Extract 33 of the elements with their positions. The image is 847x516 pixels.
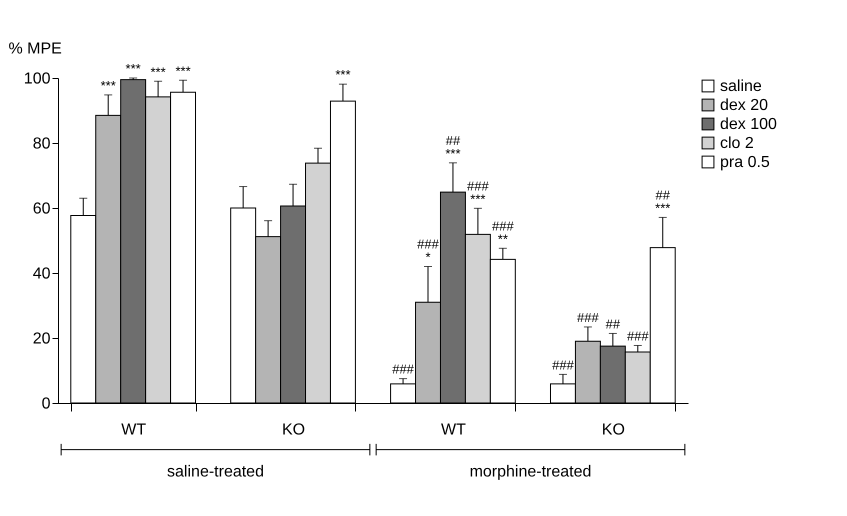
data-label: ## *** xyxy=(445,132,461,161)
y-tick-label: 60 xyxy=(32,200,51,218)
legend-label: saline xyxy=(720,78,762,95)
data-label: ### xyxy=(626,328,650,344)
x-tick-label: WT xyxy=(121,422,146,438)
data-label: *** xyxy=(100,78,116,93)
y-tick-label: 40 xyxy=(32,266,51,282)
text: saline-treated xyxy=(167,464,264,480)
data-label: ### * xyxy=(417,236,440,264)
y-axis-title: % MPE xyxy=(8,40,62,58)
y-tick-label: 100 xyxy=(24,70,51,88)
data-label: ### *** xyxy=(467,178,490,206)
data-label: ### xyxy=(577,310,600,325)
y-tick-label: 20 xyxy=(32,330,51,348)
data-label: *** xyxy=(335,67,351,82)
x-tick-label: KO xyxy=(282,422,306,438)
legend-label: dex 20 xyxy=(720,97,768,114)
legend-label: dex 100 xyxy=(720,116,778,133)
x-tick-label: KO xyxy=(602,422,625,438)
y-tick-label: 0 xyxy=(42,396,51,412)
data-label: *** xyxy=(150,64,166,80)
data-label: ### ** xyxy=(492,218,514,246)
data-label: ## *** xyxy=(655,187,671,216)
data-label: ### xyxy=(392,362,415,377)
data-label: ## xyxy=(606,316,621,332)
data-label: *** xyxy=(126,61,141,76)
x-tick-label: WT xyxy=(441,422,466,438)
data-label: *** xyxy=(175,63,191,78)
text: morphine-treated xyxy=(470,464,592,480)
data-label: ### xyxy=(552,357,575,372)
y-tick-label: 80 xyxy=(32,136,51,152)
legend-label: clo 2 xyxy=(720,135,754,152)
legend-label: pra 0.5 xyxy=(720,154,770,171)
